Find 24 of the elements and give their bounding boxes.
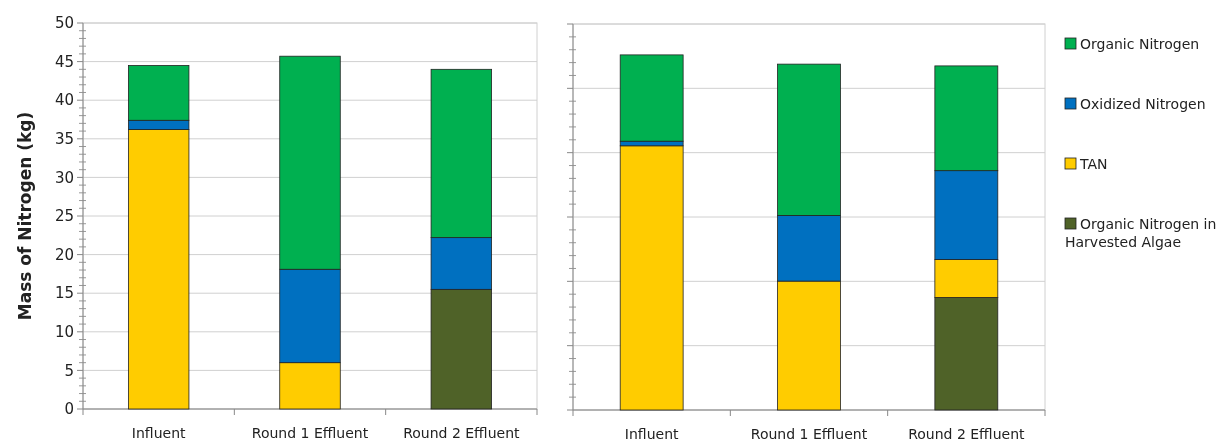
- y-tick-label: 20: [54, 245, 74, 264]
- x-tick-label: Round 1 Effluent: [251, 425, 369, 441]
- x-tick-label: Round 2 Effluent: [403, 425, 521, 441]
- bar: [619, 145, 684, 411]
- x-tick-label: Influent: [624, 426, 680, 442]
- y-tick-label: 0: [64, 400, 74, 419]
- y-tick-label: 25: [54, 207, 74, 226]
- x-tick-label: Round 1 Effluent: [750, 426, 868, 442]
- y-tick-label: 15: [54, 284, 74, 303]
- y-tick-label: 50: [54, 14, 74, 33]
- y-tick-label: 30: [54, 168, 74, 187]
- y-tick-label: 5: [64, 361, 74, 380]
- x-tick-label: Influent: [131, 425, 187, 441]
- legend-label: Organic Nitrogen: [1080, 35, 1200, 52]
- legend-label: TAN: [1079, 155, 1108, 172]
- y-tick-label: 10: [54, 323, 74, 342]
- legend-label: Organic Nitrogen in Harvested Algae: [1065, 215, 1217, 251]
- y-tick-label: 40: [54, 91, 74, 110]
- legend-label: Oxidized Nitrogen: [1080, 95, 1206, 112]
- bar: [619, 54, 684, 142]
- y-tick-label: 45: [54, 52, 74, 71]
- y-axis-title: Mass of Nitrogen (kg): [15, 111, 35, 321]
- y-tick-label: 35: [54, 130, 74, 149]
- x-tick-label: Round 2 Effluent: [908, 426, 1026, 442]
